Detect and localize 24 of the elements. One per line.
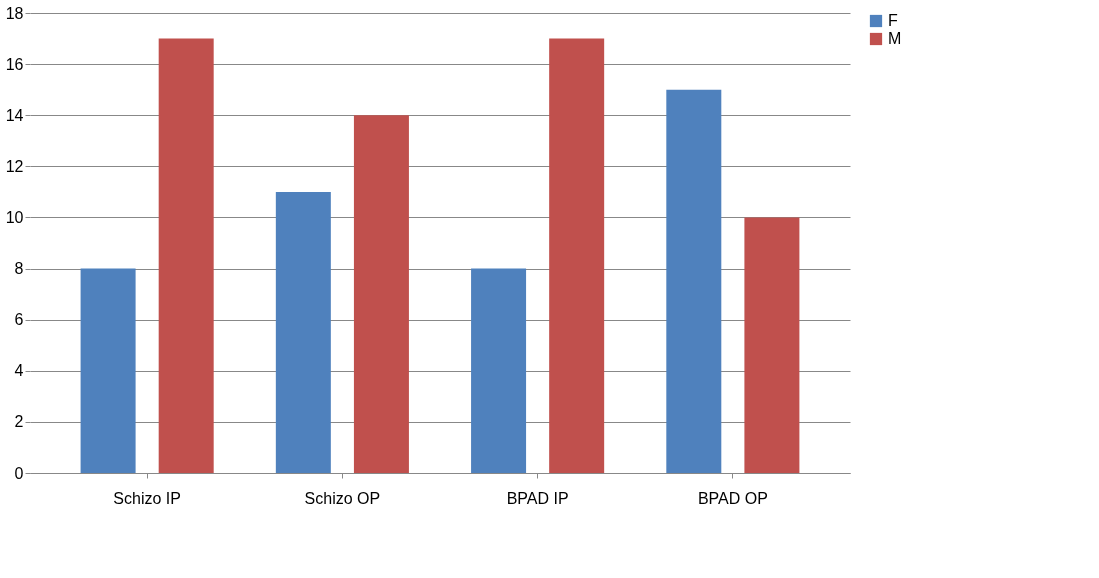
y-tick-label: 14	[5, 106, 24, 124]
legend-label: F	[888, 12, 898, 29]
bar	[275, 191, 331, 473]
y-tick-label: 10	[5, 208, 24, 226]
bar	[471, 268, 527, 473]
y-tick-label: 0	[14, 464, 24, 482]
legend-label: M	[888, 30, 902, 47]
bar	[353, 115, 409, 473]
bar	[549, 38, 605, 473]
bar	[744, 217, 800, 473]
x-tick-label: BPAD OP	[697, 489, 768, 507]
y-tick-label: 4	[14, 362, 24, 380]
y-tick-label: 12	[5, 157, 24, 175]
bar	[666, 89, 722, 473]
y-tick-label: 16	[5, 55, 24, 73]
bar	[80, 268, 136, 473]
x-tick-label: BPAD IP	[506, 489, 569, 507]
x-tick-label: Schizo IP	[113, 489, 181, 507]
y-tick-label: 6	[14, 311, 24, 329]
x-tick-label: Schizo OP	[304, 489, 381, 507]
bar	[158, 38, 214, 473]
y-tick-label: 18	[5, 4, 24, 22]
y-tick-label: 8	[14, 260, 24, 278]
y-tick-label: 2	[14, 413, 24, 431]
